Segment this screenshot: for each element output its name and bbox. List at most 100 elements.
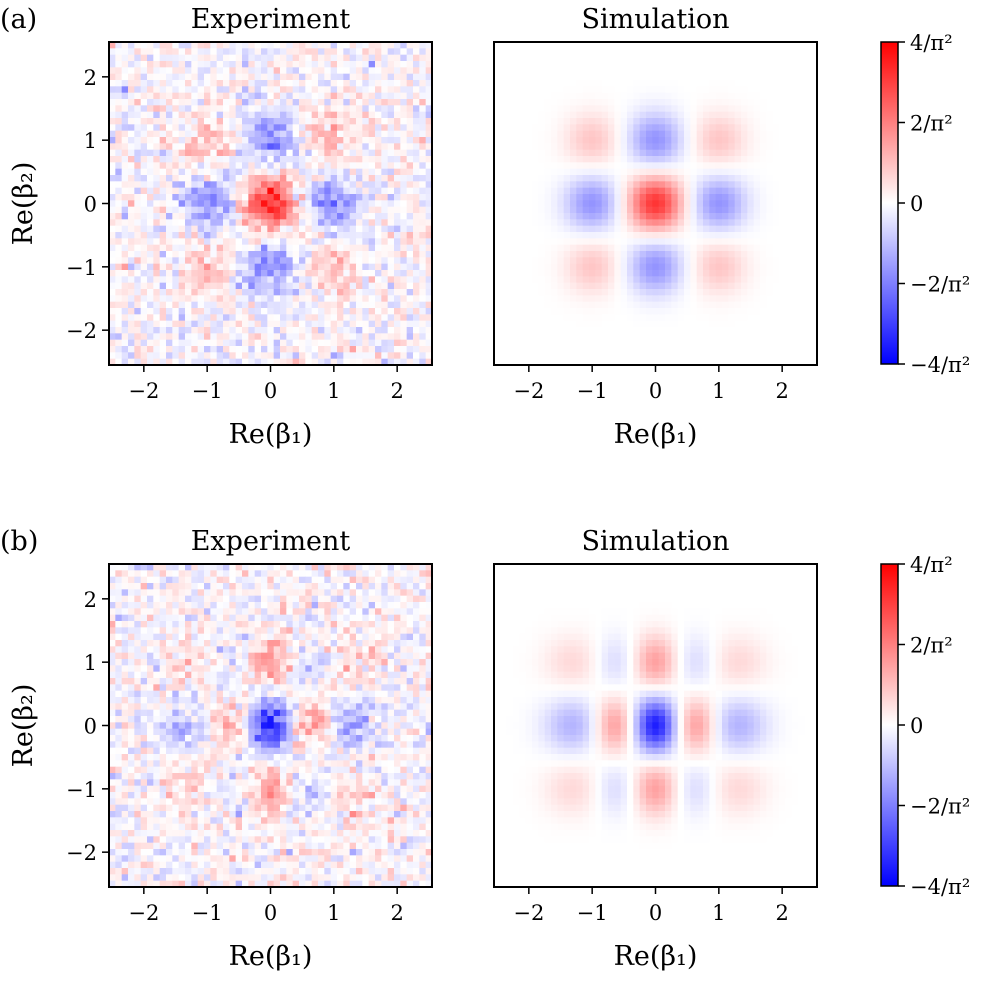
- heatmap-cell: [274, 194, 281, 201]
- heatmap-cell: [519, 137, 526, 144]
- heatmap-cell: [532, 327, 539, 334]
- heatmap-cell: [513, 131, 520, 138]
- heatmap-cell: [337, 61, 344, 68]
- heatmap-cell: [179, 93, 186, 100]
- heatmap-cell: [735, 207, 742, 214]
- heatmap-cell: [109, 207, 116, 214]
- heatmap-cell: [242, 194, 249, 201]
- heatmap-cell: [236, 188, 243, 195]
- heatmap-cell: [248, 289, 255, 296]
- heatmap-cell: [413, 346, 420, 353]
- heatmap-cell: [747, 48, 754, 55]
- heatmap-cell: [324, 93, 331, 100]
- heatmap-cell: [665, 251, 672, 258]
- heatmap-cell: [419, 283, 426, 290]
- heatmap-cell: [343, 226, 350, 233]
- heatmap-cell: [722, 124, 729, 131]
- heatmap-cell: [375, 226, 382, 233]
- heatmap-cell: [223, 295, 230, 302]
- heatmap-cell: [388, 302, 395, 309]
- heatmap-cell: [678, 264, 685, 271]
- heatmap-cell: [261, 55, 268, 62]
- heatmap-cell: [551, 314, 558, 321]
- heatmap-cell: [716, 295, 723, 302]
- heatmap-cell: [229, 181, 236, 188]
- heatmap-cell: [779, 80, 786, 87]
- heatmap-cell: [185, 295, 192, 302]
- heatmap-cell: [494, 295, 501, 302]
- heatmap-cell: [204, 308, 211, 315]
- heatmap-cell: [267, 67, 274, 74]
- heatmap-cell: [419, 143, 426, 150]
- heatmap-cell: [684, 55, 691, 62]
- heatmap-cell: [185, 55, 192, 62]
- heatmap-cell: [690, 308, 697, 315]
- heatmap-cell: [570, 226, 577, 233]
- heatmap-cell: [280, 55, 287, 62]
- heatmap-cell: [735, 270, 742, 277]
- heatmap-cell: [659, 257, 666, 264]
- heatmap-cell: [324, 194, 331, 201]
- heatmap-cell: [179, 175, 186, 182]
- heatmap-cell: [564, 289, 571, 296]
- heatmap-cell: [741, 162, 748, 169]
- heatmap-cell: [305, 169, 312, 176]
- heatmap-cell: [513, 207, 520, 214]
- heatmap-cell: [261, 181, 268, 188]
- heatmap-cell: [280, 207, 287, 214]
- heatmap-cell: [185, 257, 192, 264]
- heatmap-cell: [134, 321, 141, 328]
- heatmap-cell: [236, 162, 243, 169]
- heatmap-cell: [500, 321, 507, 328]
- heatmap-cell: [703, 67, 710, 74]
- heatmap-cell: [280, 169, 287, 176]
- heatmap-cell: [400, 327, 407, 334]
- heatmap-cell: [204, 340, 211, 347]
- heatmap-cell: [394, 232, 401, 239]
- heatmap-cell: [388, 162, 395, 169]
- heatmap-cell: [570, 55, 577, 62]
- heatmap-cell: [602, 118, 609, 125]
- heatmap-cell: [716, 213, 723, 220]
- heatmap-cell: [362, 162, 369, 169]
- heatmap-cell: [526, 289, 533, 296]
- heatmap-cell: [324, 333, 331, 340]
- heatmap-cell: [703, 188, 710, 195]
- heatmap-cell: [191, 289, 198, 296]
- heatmap-cell: [551, 131, 558, 138]
- heatmap-cell: [318, 276, 325, 283]
- heatmap-cell: [798, 48, 805, 55]
- heatmap-cell: [583, 86, 590, 93]
- heatmap-cell: [122, 276, 129, 283]
- heatmap-cell: [343, 74, 350, 81]
- heatmap-cell: [356, 251, 363, 258]
- heatmap-cell: [513, 175, 520, 182]
- heatmap-cell: [690, 232, 697, 239]
- heatmap-cell: [678, 207, 685, 214]
- heatmap-cell: [388, 61, 395, 68]
- heatmap-cell: [350, 93, 357, 100]
- heatmap-cell: [621, 105, 628, 112]
- heatmap-cell: [337, 188, 344, 195]
- heatmap-cell: [248, 295, 255, 302]
- heatmap-cell: [248, 333, 255, 340]
- heatmap-cell: [741, 327, 748, 334]
- heatmap-cell: [798, 194, 805, 201]
- heatmap-cell: [608, 181, 615, 188]
- heatmap-cell: [678, 289, 685, 296]
- heatmap-cell: [557, 238, 564, 245]
- heatmap-cell: [779, 156, 786, 163]
- heatmap-cell: [735, 219, 742, 226]
- heatmap-cell: [413, 327, 420, 334]
- heatmap-cell: [766, 314, 773, 321]
- heatmap-cell: [735, 264, 742, 271]
- heatmap-cell: [766, 124, 773, 131]
- heatmap-cell: [179, 314, 186, 321]
- heatmap-cell: [255, 270, 262, 277]
- heatmap-cell: [312, 131, 319, 138]
- heatmap-cell: [274, 314, 281, 321]
- heatmap-cell: [115, 232, 122, 239]
- heatmap-cell: [551, 74, 558, 81]
- heatmap-cell: [557, 86, 564, 93]
- heatmap-cell: [659, 74, 666, 81]
